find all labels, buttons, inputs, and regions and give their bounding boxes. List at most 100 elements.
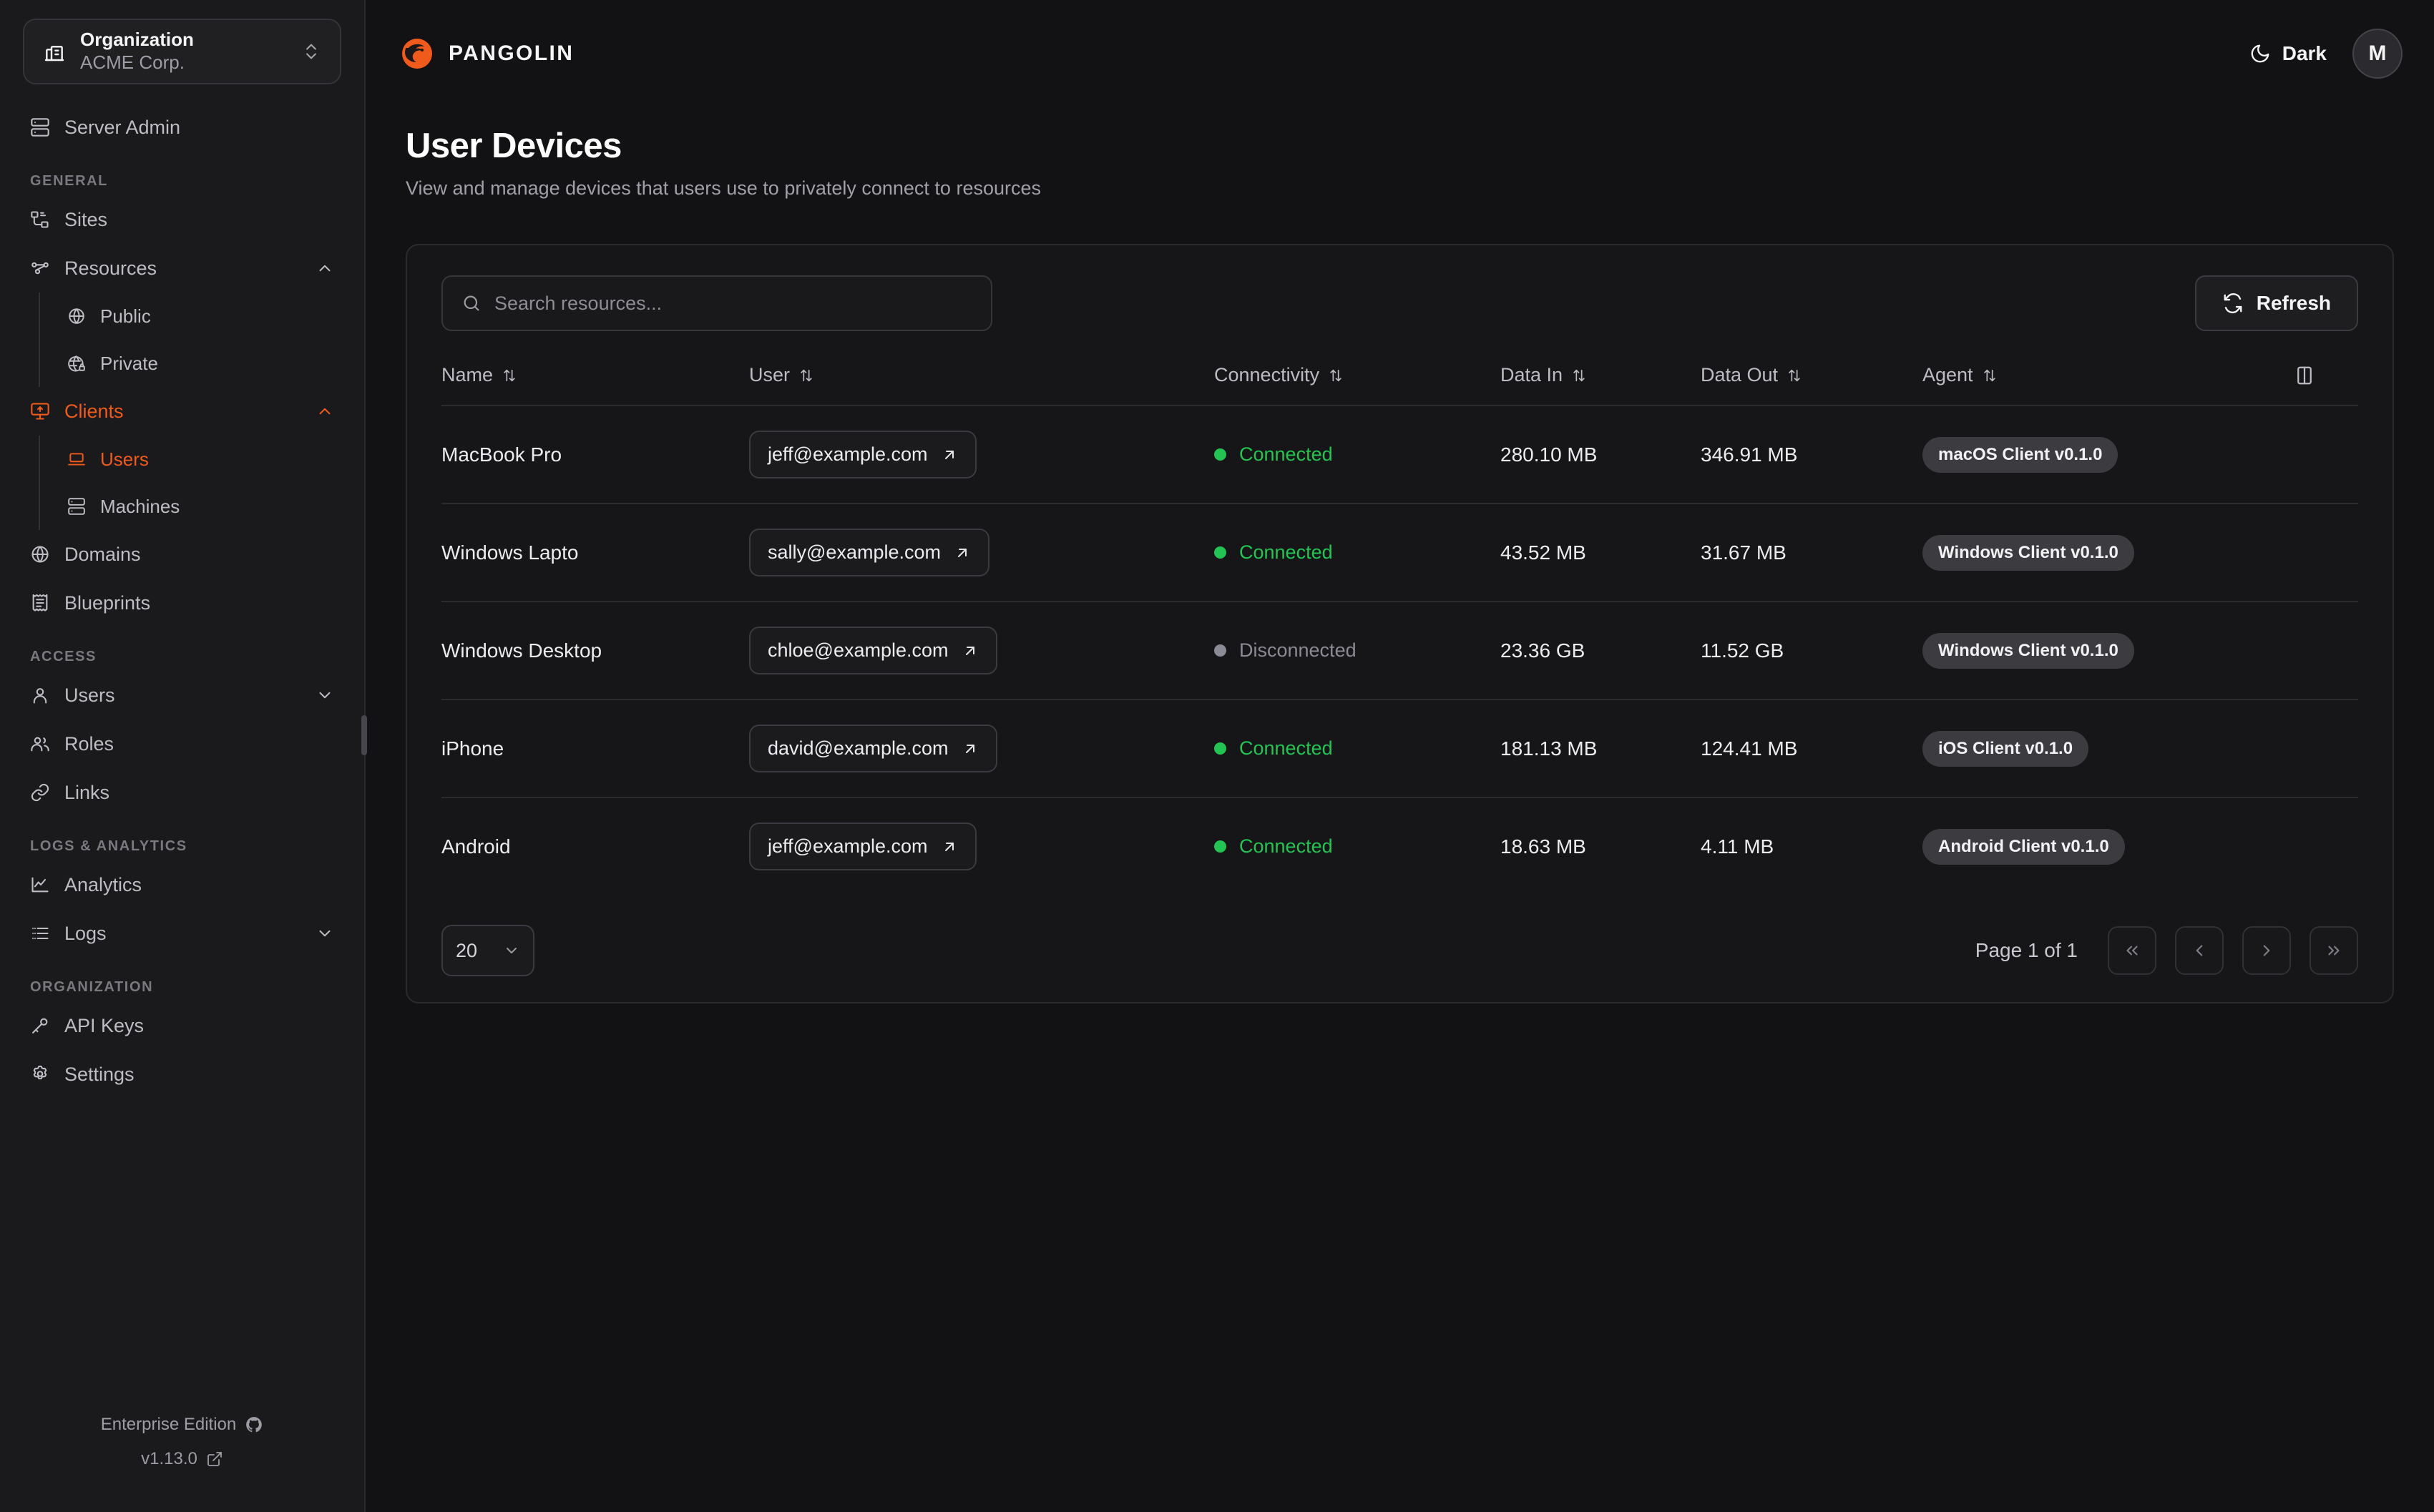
cell-options[interactable] — [2294, 504, 2358, 602]
cell-name: Android — [441, 835, 511, 858]
sidebar-item-users-access[interactable]: Users — [21, 671, 343, 720]
search-box[interactable] — [441, 275, 992, 331]
list-icon — [30, 923, 50, 943]
sidebar-item-label: Analytics — [64, 873, 142, 895]
org-name: ACME Corp. — [80, 51, 185, 73]
status-dot — [1214, 546, 1226, 559]
cell-name: Windows Lapto — [441, 504, 749, 602]
first-page-button[interactable] — [2108, 926, 2156, 975]
agent-badge: Android Client v0.1.0 — [1922, 828, 2125, 865]
sidebar-item-logs[interactable]: Logs — [21, 909, 343, 958]
search-input[interactable] — [494, 292, 972, 315]
table-row[interactable]: Windows Desktop chloe@example.com Disc — [441, 602, 2358, 700]
sidebar-item-domains[interactable]: Domains — [21, 530, 343, 579]
cell-options[interactable] — [2294, 406, 2358, 504]
column-header-name[interactable]: Name — [441, 355, 749, 406]
theme-label: Dark — [2282, 42, 2327, 64]
sort-icon[interactable] — [502, 368, 517, 383]
sidebar-item-users-clients[interactable]: Users — [59, 436, 343, 483]
cell-options[interactable] — [2294, 602, 2358, 700]
column-header-agent[interactable]: Agent — [1922, 355, 2294, 406]
brand[interactable]: PANGOLIN — [400, 36, 574, 71]
theme-toggle[interactable]: Dark — [2249, 42, 2327, 65]
column-header-data-in[interactable]: Data In — [1500, 355, 1701, 406]
sidebar-item-roles[interactable]: Roles — [21, 720, 343, 768]
table-row[interactable]: Android jeff@example.com Connected — [441, 797, 2358, 895]
chart-line-icon — [30, 875, 50, 895]
cell-user: jeff@example.com — [749, 406, 1214, 504]
sort-icon[interactable] — [1787, 368, 1802, 383]
avatar[interactable]: M — [2352, 29, 2403, 79]
chevrons-right-icon — [2325, 941, 2343, 960]
user-link[interactable]: david@example.com — [749, 725, 997, 772]
sidebar-item-analytics[interactable]: Analytics — [21, 860, 343, 909]
chevron-up-icon[interactable] — [316, 259, 334, 278]
sidebar-item-private[interactable]: Private — [59, 340, 343, 387]
column-header-connectivity[interactable]: Connectivity — [1214, 355, 1500, 406]
agent-badge: Windows Client v0.1.0 — [1922, 534, 2134, 571]
next-page-button[interactable] — [2242, 926, 2291, 975]
chevron-down-icon[interactable] — [316, 686, 334, 705]
sidebar-item-sites[interactable]: Sites — [21, 195, 343, 244]
sidebar-item-server-admin[interactable]: Server Admin — [21, 103, 343, 152]
column-header-data-out[interactable]: Data Out — [1701, 355, 1922, 406]
sidebar-section-logs-analytics: LOGS & ANALYTICS — [30, 838, 187, 854]
sidebar-item-public[interactable]: Public — [59, 293, 343, 340]
sidebar-section-general: GENERAL — [30, 173, 108, 189]
user-link[interactable]: jeff@example.com — [749, 431, 977, 478]
table-row[interactable]: MacBook Pro jeff@example.com Connected — [441, 406, 2358, 504]
edition-line[interactable]: Enterprise Edition — [0, 1415, 364, 1435]
sort-icon[interactable] — [798, 368, 814, 383]
chevron-down-icon[interactable] — [316, 924, 334, 943]
cell-connectivity: Connected — [1214, 504, 1500, 602]
cell-data-in: 23.36 GB — [1500, 602, 1701, 700]
cell-agent: macOS Client v0.1.0 — [1922, 406, 2294, 504]
columns-icon[interactable] — [2294, 365, 2358, 386]
column-header-user[interactable]: User — [749, 355, 1214, 406]
table-body: MacBook Pro jeff@example.com Connected — [441, 406, 2358, 895]
sidebar-item-label: Server Admin — [64, 116, 181, 138]
sidebar-item-resources[interactable]: Resources — [21, 244, 343, 293]
chevron-up-icon[interactable] — [316, 402, 334, 421]
user-link[interactable]: jeff@example.com — [749, 823, 977, 870]
column-header-options[interactable] — [2294, 355, 2358, 406]
table-row[interactable]: iPhone david@example.com Connected — [441, 699, 2358, 798]
sidebar-item-label: Resources — [64, 257, 157, 279]
cell-connectivity: Disconnected — [1214, 602, 1500, 700]
org-switcher[interactable]: Organization ACME Corp. — [23, 19, 341, 84]
prev-page-button[interactable] — [2175, 926, 2224, 975]
sort-icon[interactable] — [1982, 368, 1998, 383]
sidebar-item-clients[interactable]: Clients — [21, 387, 343, 436]
cell-agent: Windows Client v0.1.0 — [1922, 602, 2294, 700]
user-link[interactable]: chloe@example.com — [749, 627, 997, 674]
sidebar-item-label: Links — [64, 781, 110, 803]
sort-icon[interactable] — [1328, 368, 1344, 383]
sort-icon[interactable] — [1571, 368, 1587, 383]
page-size-select[interactable]: 20 — [441, 925, 534, 976]
sidebar-subnav-resources: Public Private — [39, 293, 343, 387]
user-link[interactable]: sally@example.com — [749, 529, 989, 576]
key-icon — [30, 1016, 50, 1036]
last-page-button[interactable] — [2310, 926, 2358, 975]
cell-data-out: 346.91 MB — [1701, 406, 1922, 504]
cell-options[interactable] — [2294, 699, 2358, 798]
sidebar-scrollbar-thumb[interactable] — [361, 715, 367, 755]
table-row[interactable]: Windows Lapto sally@example.com Connec — [441, 504, 2358, 602]
agent-badge: iOS Client v0.1.0 — [1922, 730, 2089, 767]
column-label: Agent — [1922, 364, 1973, 386]
refresh-button[interactable]: Refresh — [2194, 275, 2358, 331]
arrow-up-right-icon — [962, 740, 979, 757]
cell-data-out: 31.67 MB — [1701, 504, 1922, 602]
arrow-up-right-icon — [962, 642, 979, 659]
server-icon — [67, 497, 86, 516]
version-line[interactable]: v1.13.0 — [0, 1449, 364, 1469]
sidebar-item-settings[interactable]: Settings — [21, 1050, 343, 1099]
sidebar-item-links[interactable]: Links — [21, 768, 343, 817]
cell-options[interactable] — [2294, 797, 2358, 895]
sidebar-item-machines[interactable]: Machines — [59, 483, 343, 530]
page-size-value: 20 — [456, 939, 478, 961]
workflow-icon — [30, 258, 50, 278]
sidebar-item-blueprints[interactable]: Blueprints — [21, 579, 343, 627]
sidebar-item-label: Clients — [64, 400, 124, 422]
sidebar-item-api-keys[interactable]: API Keys — [21, 1001, 343, 1050]
